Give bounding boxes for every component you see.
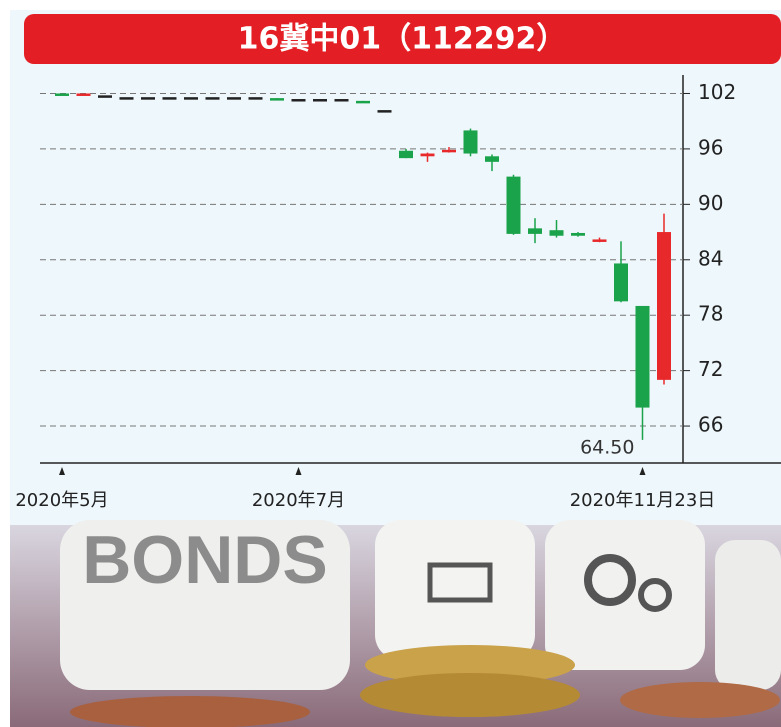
candle-body: [528, 228, 542, 234]
candle-body: [77, 93, 91, 96]
candle-body: [571, 233, 585, 236]
candle-body: [593, 239, 607, 242]
candle-body: [464, 130, 478, 153]
x-tick-label: 2020年5月: [15, 490, 108, 511]
coins: [360, 673, 580, 717]
coins: [70, 696, 310, 727]
candle-body: [485, 156, 499, 162]
candle-body: [141, 97, 155, 100]
y-tick-label: 102: [698, 80, 736, 104]
candle-body: [399, 151, 413, 158]
candle-body: [335, 99, 349, 102]
candle-body: [421, 154, 435, 157]
candle-body: [636, 306, 650, 408]
photo-block: [715, 540, 781, 690]
photo-text: BONDS: [82, 522, 328, 598]
candle-body: [313, 99, 327, 102]
x-tick-label: 2020年11月23日: [570, 490, 716, 511]
photo-block: [375, 520, 535, 660]
y-tick-label: 90: [698, 191, 723, 215]
x-tick-label: 2020年7月: [252, 490, 345, 511]
chart-title: 16冀中01（112292）: [238, 22, 567, 57]
y-tick-label: 96: [698, 135, 723, 159]
candle-body: [120, 97, 134, 100]
coins: [620, 682, 780, 718]
candle-body: [55, 93, 69, 96]
candle-body: [292, 99, 306, 102]
y-tick-label: 66: [698, 413, 723, 437]
candle-body: [356, 101, 370, 104]
candle-body: [249, 97, 263, 100]
candle-body: [614, 263, 628, 301]
candle-body: [442, 150, 456, 153]
data-label: 64.50: [580, 436, 634, 458]
candle-body: [378, 110, 392, 113]
y-tick-label: 84: [698, 246, 723, 270]
candle-body: [270, 98, 284, 101]
candle-body: [227, 97, 241, 100]
candle-body: [206, 97, 220, 100]
chart: BONDS 16冀中01（112292） 66 72 78 84 90 96 102 2020…: [0, 0, 781, 727]
y-tick-label: 78: [698, 302, 723, 326]
candle-body: [657, 232, 671, 380]
candle-body: [507, 177, 521, 234]
candle-body: [98, 95, 112, 98]
y-tick-label: 72: [698, 357, 723, 381]
candle-body: [184, 97, 198, 100]
candle-body: [163, 97, 177, 100]
candle-body: [550, 230, 564, 236]
